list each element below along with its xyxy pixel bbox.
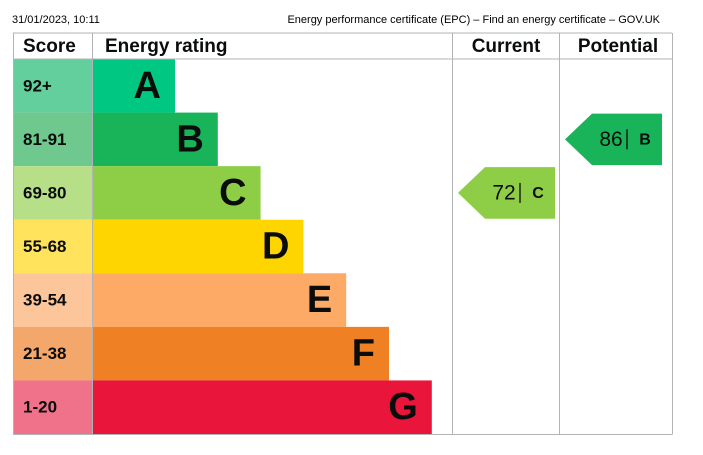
- rating-bar: [92, 112, 218, 167]
- rating-letter: D: [262, 226, 289, 268]
- rating-bar: [92, 380, 432, 434]
- score-label: 21-38: [23, 344, 66, 363]
- score-cell: [13, 166, 92, 220]
- page-title: Energy performance certificate (EPC) – F…: [287, 14, 660, 26]
- potential-value: 86: [599, 128, 622, 151]
- score-cell: [13, 112, 92, 167]
- rating-letter: A: [134, 65, 161, 107]
- timestamp: 31/01/2023, 10:11: [12, 14, 100, 26]
- column-header: Score: [23, 36, 76, 57]
- score-cell: [13, 326, 92, 381]
- column-header: Potential: [578, 36, 658, 57]
- column-header: Energy rating: [105, 36, 227, 57]
- potential-rating: B: [639, 132, 651, 149]
- score-cell: [13, 219, 92, 274]
- rating-letter: G: [388, 386, 418, 428]
- score-label: 39-54: [23, 291, 67, 310]
- score-cell: [13, 380, 92, 434]
- rating-bar: [92, 59, 175, 113]
- score-cell: [13, 273, 92, 327]
- score-label: 81-91: [23, 130, 66, 149]
- rating-letter: F: [352, 333, 375, 375]
- current-arrow: [458, 167, 555, 219]
- rating-letter: B: [176, 118, 203, 160]
- score-label: 69-80: [23, 183, 66, 202]
- score-label: 92+: [23, 76, 52, 95]
- rating-letter: E: [307, 279, 332, 321]
- current-value: 72: [492, 181, 515, 204]
- potential-arrow: [565, 113, 662, 166]
- current-rating: C: [532, 185, 544, 202]
- score-cell: [13, 59, 92, 113]
- rating-bar: [92, 219, 304, 274]
- score-label: 1-20: [23, 398, 57, 417]
- rating-letter: C: [219, 172, 246, 214]
- rating-bar: [92, 166, 261, 220]
- rating-bar: [92, 326, 389, 381]
- column-header: Current: [472, 36, 541, 57]
- score-label: 55-68: [23, 237, 66, 256]
- rating-bar: [92, 273, 347, 327]
